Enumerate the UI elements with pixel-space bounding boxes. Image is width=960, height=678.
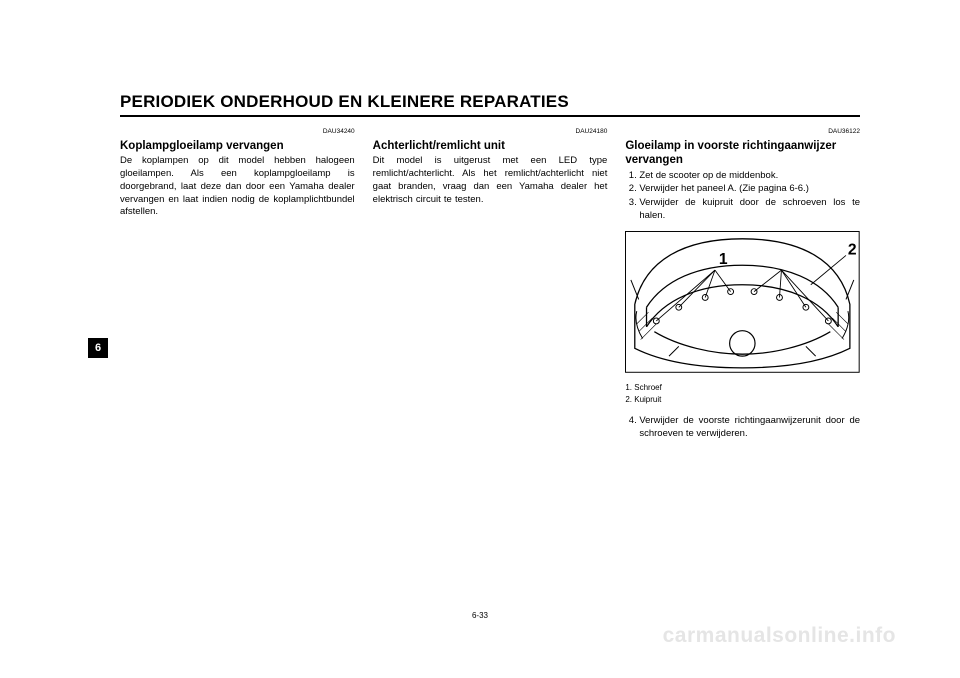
watermark: carmanualsonline.info [663, 624, 896, 648]
column-2: DAU24180 Achterlicht/remlicht unit Dit m… [373, 128, 608, 441]
column-1: DAU34240 Koplampgloeilamp vervangen De k… [120, 128, 355, 441]
body-text-2: Dit model is uitgerust met een LED type … [373, 155, 608, 206]
callout-2: 2 [848, 241, 857, 258]
step-3: Verwijder de kuipruit door de schroeven … [639, 197, 860, 223]
doc-code-1: DAU34240 [120, 128, 355, 137]
section-title-3: Gloeilamp in voorste richtingaanwijzer v… [625, 139, 860, 168]
step-4: Verwijder de voorste richtingaanwijzerun… [639, 415, 860, 441]
header-underline [120, 115, 860, 117]
step-2: Verwijder het paneel A. (Zie pagina 6-6.… [639, 183, 860, 196]
caption-line-1: 1. Schroef [625, 382, 860, 393]
section-title-1: Koplampgloeilamp vervangen [120, 139, 355, 153]
column-3: DAU36122 Gloeilamp in voorste richtingaa… [625, 128, 860, 441]
step-1: Zet de scooter op de middenbok. [639, 170, 860, 183]
figure-caption: 1. Schroef 2. Kuipruit [625, 382, 860, 404]
steps-list: Zet de scooter op de middenbok. Verwijde… [625, 170, 860, 223]
doc-code-3: DAU36122 [625, 128, 860, 137]
chapter-tab: 6 [88, 338, 108, 358]
caption-line-2: 2. Kuipruit [625, 394, 860, 405]
callout-1: 1 [719, 251, 728, 268]
content-columns: DAU34240 Koplampgloeilamp vervangen De k… [120, 128, 860, 441]
page-header: PERIODIEK ONDERHOUD EN KLEINERE REPARATI… [120, 92, 860, 117]
page-number: 6-33 [0, 611, 960, 620]
body-text-1: De koplampen op dit model hebben halogee… [120, 155, 355, 219]
section-title-2: Achterlicht/remlicht unit [373, 139, 608, 153]
steps-list-cont: Verwijder de voorste richtingaanwijzerun… [625, 415, 860, 441]
header-title: PERIODIEK ONDERHOUD EN KLEINERE REPARATI… [120, 92, 860, 112]
windshield-figure: 1 2 [625, 231, 860, 373]
manual-page: PERIODIEK ONDERHOUD EN KLEINERE REPARATI… [0, 0, 960, 678]
figure-wrap: 1 2 1. Schroef 2. Kuipruit [625, 231, 860, 405]
doc-code-2: DAU24180 [373, 128, 608, 137]
